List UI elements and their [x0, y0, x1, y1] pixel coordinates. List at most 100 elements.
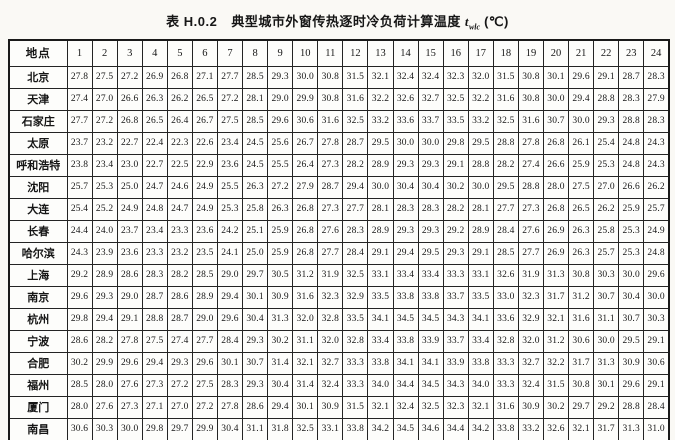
table-row: 北京 27.8 27.5 27.2 26.9 26.8 27.1 27.7 28.5 29.3 30… — [8, 65, 670, 89]
temp-cell: 28.5 — [191, 263, 218, 287]
temp-cell: 28.9 — [367, 219, 394, 243]
row-header-city: 福州 — [8, 373, 68, 397]
temp-cell: 32.0 — [517, 329, 544, 353]
temp-cell: 33.4 — [467, 329, 494, 353]
temp-cell: 24.4 — [66, 219, 93, 243]
temp-cell: 31.4 — [292, 373, 319, 397]
temp-cell: 28.6 — [166, 285, 193, 309]
temp-cell: 24.3 — [643, 131, 670, 155]
temp-cell: 29.5 — [492, 175, 519, 199]
col-header-hour: 9 — [267, 39, 294, 67]
temp-cell: 32.5 — [492, 109, 519, 133]
temp-cell: 25.0 — [242, 241, 269, 265]
row-header-city: 杭州 — [8, 307, 68, 331]
temp-cell: 23.2 — [91, 131, 118, 155]
table-row: 哈尔滨 24.3 23.9 23.6 23.3 23.2 23.5 24.1 25.0 25.9 2… — [8, 241, 670, 265]
temp-cell: 31.4 — [267, 351, 294, 375]
temp-cell: 30.3 — [593, 263, 620, 287]
temp-cell: 33.8 — [367, 351, 394, 375]
temp-cell: 27.2 — [116, 65, 143, 89]
temp-cell: 25.0 — [116, 175, 143, 199]
temp-cell: 27.3 — [517, 197, 544, 221]
temp-cell: 27.3 — [141, 373, 168, 397]
row-header-city: 宁波 — [8, 329, 68, 353]
temp-cell: 22.9 — [191, 153, 218, 177]
temp-cell: 25.5 — [216, 175, 244, 199]
temp-cell: 27.2 — [91, 109, 118, 133]
temp-cell: 25.9 — [267, 241, 294, 265]
temp-cell: 25.3 — [91, 175, 118, 199]
temp-cell: 27.7 — [66, 109, 93, 133]
temp-cell: 34.3 — [442, 373, 469, 397]
temp-cell: 33.9 — [442, 351, 469, 375]
temp-cell: 29.8 — [66, 307, 93, 331]
temp-cell: 32.4 — [392, 65, 419, 89]
temp-cell: 31.5 — [542, 373, 570, 397]
temp-cell: 29.2 — [442, 219, 469, 243]
temp-cell: 27.6 — [317, 219, 344, 243]
temp-cell: 27.4 — [166, 329, 193, 353]
temp-cell: 29.3 — [91, 285, 118, 309]
temp-cell: 27.1 — [191, 65, 218, 89]
temp-cell: 26.3 — [242, 175, 269, 199]
temp-cell: 27.5 — [216, 109, 244, 133]
temp-cell: 29.3 — [417, 219, 444, 243]
table-row: 南京 29.6 29.3 29.0 28.7 28.6 28.9 29.4 30.1 30.9 31… — [8, 285, 670, 309]
temp-cell: 24.9 — [191, 197, 218, 221]
temp-cell: 23.8 — [66, 153, 93, 177]
temp-cell: 30.1 — [292, 395, 319, 419]
temp-cell: 34.3 — [442, 307, 469, 331]
temp-cell: 28.7 — [342, 131, 369, 155]
temp-cell: 30.6 — [643, 351, 670, 375]
temp-cell: 27.0 — [593, 175, 620, 199]
temp-cell: 23.6 — [191, 219, 218, 243]
temp-cell: 25.9 — [568, 153, 595, 177]
temp-cell: 31.5 — [342, 65, 369, 89]
temp-cell: 28.2 — [342, 153, 369, 177]
temp-cell: 29.6 — [267, 109, 294, 133]
temp-cell: 29.7 — [166, 417, 193, 440]
temp-cell: 30.0 — [292, 65, 319, 89]
temp-cell: 32.7 — [417, 87, 444, 111]
temp-cell: 25.9 — [618, 197, 645, 221]
temp-cell: 23.7 — [116, 219, 143, 243]
temp-cell: 31.6 — [568, 307, 595, 331]
temp-cell: 28.8 — [141, 307, 168, 331]
temp-cell: 29.3 — [242, 373, 269, 397]
temp-cell: 32.1 — [367, 395, 394, 419]
temp-cell: 28.1 — [367, 197, 394, 221]
temp-cell: 28.0 — [542, 175, 570, 199]
temp-cell: 29.6 — [66, 285, 93, 309]
temp-cell: 27.2 — [166, 373, 193, 397]
temp-cell: 29.8 — [442, 131, 469, 155]
temp-cell: 30.0 — [542, 87, 570, 111]
temp-cell: 29.1 — [467, 241, 494, 265]
temp-cell: 23.9 — [91, 241, 118, 265]
temp-cell: 31.6 — [492, 395, 519, 419]
temp-cell: 28.3 — [342, 219, 369, 243]
temp-cell: 23.0 — [116, 153, 143, 177]
temp-cell: 29.1 — [593, 65, 620, 89]
temp-cell: 28.5 — [66, 373, 93, 397]
table-row: 大连 25.4 25.2 24.9 24.8 24.7 24.9 25.3 25.8 26.3 26… — [8, 197, 670, 221]
temp-cell: 29.0 — [191, 307, 218, 331]
temp-cell: 27.7 — [342, 197, 369, 221]
table-row: 南昌 30.6 30.3 30.0 29.8 29.7 29.9 30.4 31.1 31.8 32… — [8, 417, 670, 440]
temp-cell: 31.3 — [593, 351, 620, 375]
temp-cell: 26.9 — [542, 219, 570, 243]
temp-cell: 30.0 — [643, 285, 670, 309]
temp-cell: 30.6 — [66, 417, 93, 440]
temp-cell: 26.7 — [191, 109, 218, 133]
temp-cell: 31.6 — [517, 109, 544, 133]
row-header-city: 哈尔滨 — [8, 241, 68, 265]
temp-cell: 28.7 — [618, 65, 645, 89]
temp-cell: 24.7 — [166, 197, 193, 221]
col-header-hour: 2 — [91, 39, 118, 67]
temp-cell: 33.6 — [392, 109, 419, 133]
temp-cell: 33.1 — [367, 263, 394, 287]
temp-cell: 26.2 — [593, 197, 620, 221]
temp-cell: 30.4 — [216, 417, 244, 440]
temp-cell: 28.9 — [91, 263, 118, 287]
table-row: 上海 29.2 28.9 28.6 28.3 28.2 28.5 29.0 29.7 30.5 31… — [8, 263, 670, 287]
temp-cell: 30.5 — [267, 263, 294, 287]
